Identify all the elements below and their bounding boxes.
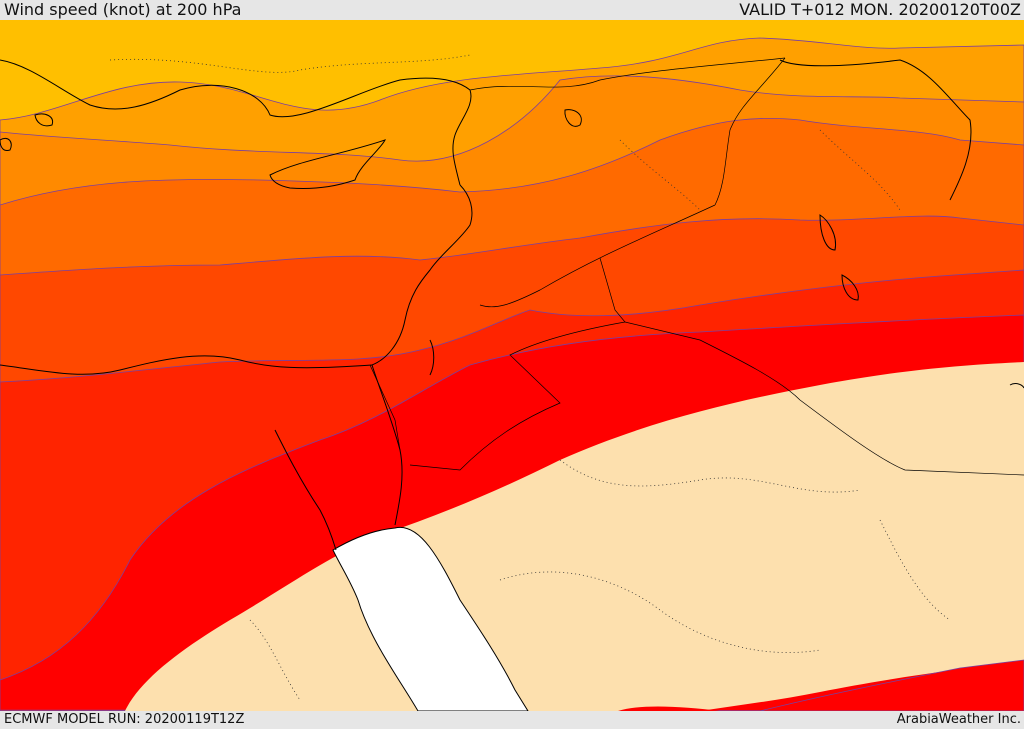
calm-region bbox=[125, 362, 1024, 711]
header-bar: Wind speed (knot) at 200 hPa VALID T+012… bbox=[0, 0, 1024, 20]
internal-boundaries bbox=[109, 54, 951, 701]
wind-speed-map bbox=[0, 20, 1024, 711]
red-sea bbox=[332, 526, 529, 711]
band-7-south bbox=[759, 659, 1024, 711]
borders bbox=[369, 57, 1024, 476]
model-run-label: ECMWF MODEL RUN: 20200119T12Z bbox=[4, 712, 245, 727]
credit-label: ArabiaWeather Inc. bbox=[896, 712, 1021, 727]
coastlines bbox=[0, 59, 1024, 551]
map-title: Wind speed (knot) at 200 hPa bbox=[4, 0, 242, 19]
valid-time: VALID T+012 MON. 20200120T00Z bbox=[739, 0, 1021, 19]
footer-bar: ECMWF MODEL RUN: 20200119T12Z ArabiaWeat… bbox=[0, 711, 1024, 729]
band-7-south-small bbox=[618, 706, 720, 711]
wind-bands bbox=[0, 20, 1024, 711]
